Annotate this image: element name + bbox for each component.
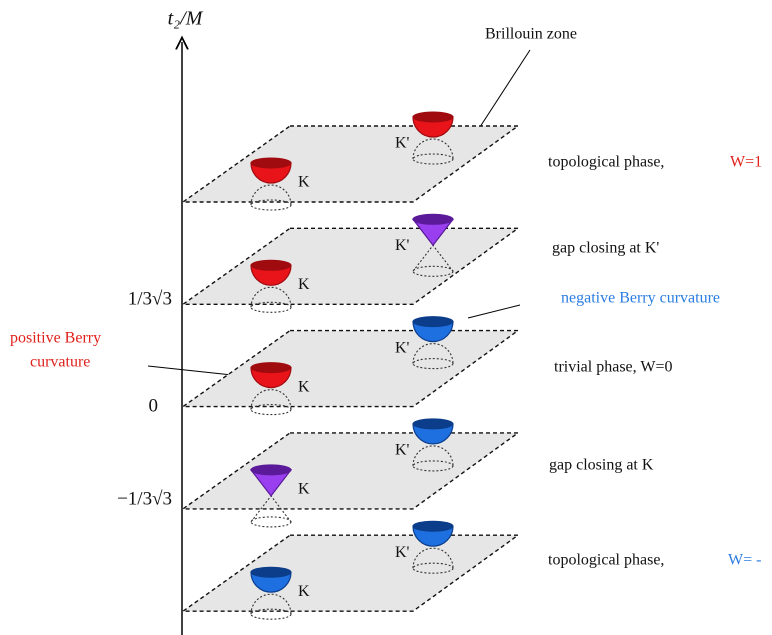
k-label: K	[298, 583, 310, 600]
cone-cap	[413, 214, 453, 224]
kprime-label: K'	[395, 135, 410, 152]
kprime-label: K'	[395, 237, 410, 254]
tick-label: −1/3√3	[117, 488, 172, 509]
phase-label: topological phase,	[548, 552, 664, 569]
kprime-label: K'	[395, 544, 410, 561]
cone-cap	[251, 465, 291, 475]
band-cap	[413, 317, 453, 327]
diagram: t₂/M 1/3√3 0 −1/3√3 Brillouin zone posit…	[0, 0, 772, 635]
band-cap	[251, 567, 291, 577]
band-cap	[413, 112, 453, 122]
dotted-cone	[251, 517, 291, 527]
brillouin-plane	[183, 535, 518, 611]
kprime-label: K'	[395, 442, 410, 459]
leader-line	[148, 366, 232, 375]
positive-curvature: curvature	[30, 354, 90, 371]
phase-label: trivial phase, W=0	[554, 359, 672, 376]
k-label: K	[298, 378, 310, 395]
k-label: K	[298, 481, 310, 498]
tick-label: 0	[149, 395, 159, 416]
leader-line	[478, 50, 530, 130]
band-cap	[251, 158, 291, 168]
band-cap	[251, 260, 291, 270]
brillouin-plane	[183, 331, 518, 407]
brillouin-plane	[183, 433, 518, 509]
brillouin-label: Brillouin zone	[485, 26, 577, 43]
phase-label: topological phase,	[548, 154, 664, 171]
phase-label: gap closing at K'	[552, 240, 659, 257]
negative-curvature: negative Berry curvature	[561, 290, 720, 307]
kprime-label: K'	[395, 339, 410, 356]
band-cap	[251, 363, 291, 373]
brillouin-plane	[183, 126, 518, 202]
leader-line	[468, 305, 520, 318]
phase-label: gap closing at K	[549, 457, 654, 474]
positive-curvature: positive Berry	[10, 330, 101, 347]
k-label: K	[298, 174, 310, 191]
winding-label: W=1	[730, 154, 762, 171]
axis-label: t₂/M	[168, 8, 204, 30]
brillouin-plane	[183, 228, 518, 304]
tick-label: 1/3√3	[128, 288, 172, 309]
k-label: K	[298, 276, 310, 293]
winding-label: W= -	[728, 552, 761, 569]
band-cap	[413, 419, 453, 429]
band-cap	[413, 521, 453, 531]
